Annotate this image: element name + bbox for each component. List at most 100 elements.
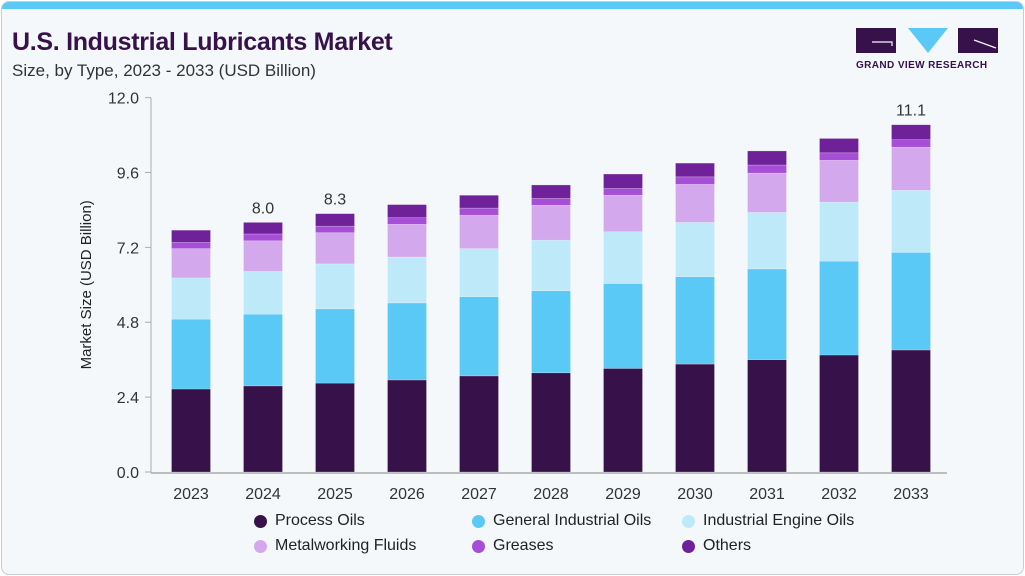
bar-segment-process-oils-2033 <box>891 349 931 473</box>
bar-segment-general-industrial-oils-2023 <box>171 318 211 390</box>
bar-segment-industrial-engine-oils-2025 <box>315 263 355 310</box>
legend-item-industrial-engine-oils: Industrial Engine Oils <box>682 512 854 530</box>
bar-segment-metalworking-fluids-2031 <box>747 172 787 213</box>
bar-segment-industrial-engine-oils-2023 <box>171 277 211 320</box>
bar-segment-greases-2026 <box>387 217 427 225</box>
y-tick-label: 2.4 <box>117 390 139 407</box>
x-tick-label: 2027 <box>461 486 497 503</box>
x-tick-label: 2031 <box>749 486 785 503</box>
bar-segment-metalworking-fluids-2023 <box>171 248 211 279</box>
bar-segment-industrial-engine-oils-2028 <box>531 239 571 292</box>
bar-segment-general-industrial-oils-2032 <box>819 260 859 356</box>
legend-swatch <box>254 514 267 528</box>
bar-segment-industrial-engine-oils-2024 <box>243 271 283 315</box>
bar-segment-process-oils-2029 <box>603 368 643 473</box>
y-tick-label: 7.2 <box>117 240 139 257</box>
bar-segment-others-2026 <box>387 204 427 219</box>
legend-item-process-oils: Process Oils <box>254 512 365 530</box>
legend-label: General Industrial Oils <box>493 512 652 529</box>
bar-segment-metalworking-fluids-2024 <box>243 240 283 272</box>
bar-segment-industrial-engine-oils-2030 <box>675 222 715 277</box>
data-label: 8.3 <box>324 192 346 209</box>
bar-segment-others-2031 <box>747 150 787 166</box>
bar-segment-industrial-engine-oils-2026 <box>387 256 427 304</box>
bar-segment-metalworking-fluids-2028 <box>531 204 571 241</box>
bar-segment-general-industrial-oils-2028 <box>531 290 571 374</box>
bar-segment-general-industrial-oils-2027 <box>459 296 499 377</box>
bar-segment-greases-2023 <box>171 242 211 249</box>
data-label: 11.1 <box>896 103 926 120</box>
bar-segment-others-2032 <box>819 138 859 154</box>
bar-segment-process-oils-2027 <box>459 375 499 473</box>
bar-segment-others-2028 <box>531 184 571 199</box>
bar-segment-general-industrial-oils-2026 <box>387 302 427 381</box>
bar-segment-metalworking-fluids-2030 <box>675 184 715 223</box>
accent-stripe <box>2 2 1023 9</box>
bar-segment-greases-2032 <box>819 152 859 161</box>
x-tick-label: 2025 <box>317 486 353 503</box>
bar-segment-general-industrial-oils-2030 <box>675 276 715 365</box>
chart-subtitle: Size, by Type, 2023 - 2033 (USD Billion) <box>12 61 316 80</box>
bar-segment-metalworking-fluids-2029 <box>603 194 643 233</box>
bar-segment-general-industrial-oils-2033 <box>891 252 931 351</box>
legend-swatch <box>472 514 485 528</box>
bar-segment-general-industrial-oils-2024 <box>243 313 283 387</box>
y-tick-label: 0.0 <box>117 465 139 482</box>
bar-segment-metalworking-fluids-2025 <box>315 232 355 265</box>
bar-segment-greases-2028 <box>531 198 571 206</box>
legend-label: Others <box>703 537 752 554</box>
bar-segment-others-2023 <box>171 229 211 243</box>
bar-segment-process-oils-2028 <box>531 372 571 473</box>
x-tick-label: 2026 <box>389 486 425 503</box>
bar-segment-process-oils-2025 <box>315 382 355 473</box>
bar-segment-metalworking-fluids-2032 <box>819 160 859 203</box>
legend-swatch <box>472 539 485 553</box>
y-tick-label: 9.6 <box>117 165 139 182</box>
legend-label: Industrial Engine Oils <box>703 512 855 529</box>
grand-view-research-logo <box>856 28 998 53</box>
legend-label: Metalworking Fluids <box>275 537 417 554</box>
x-tick-label: 2033 <box>893 486 929 503</box>
y-tick-label: 12.0 <box>108 91 139 108</box>
bar-segment-general-industrial-oils-2029 <box>603 283 643 369</box>
bar-segment-process-oils-2030 <box>675 363 715 473</box>
x-tick-label: 2029 <box>605 486 641 503</box>
bar-segment-others-2025 <box>315 213 355 227</box>
legend-swatch <box>254 539 267 553</box>
bar-segment-industrial-engine-oils-2027 <box>459 248 499 297</box>
bar-segment-process-oils-2026 <box>387 379 427 473</box>
bar-segment-process-oils-2024 <box>243 385 283 473</box>
bar-segment-others-2033 <box>891 124 931 141</box>
data-label: 8.0 <box>252 200 274 217</box>
bar-segment-greases-2029 <box>603 188 643 196</box>
x-tick-label: 2024 <box>245 486 281 503</box>
chart-title: U.S. Industrial Lubricants Market <box>12 28 393 56</box>
bar-segment-others-2024 <box>243 222 283 235</box>
legend-swatch <box>682 514 695 528</box>
bar-segment-metalworking-fluids-2026 <box>387 223 427 258</box>
bar-segment-greases-2024 <box>243 233 283 242</box>
bar-segment-metalworking-fluids-2027 <box>459 214 499 249</box>
bar-segment-others-2027 <box>459 194 499 209</box>
bar-segment-process-oils-2032 <box>819 354 859 473</box>
x-tick-label: 2028 <box>533 486 569 503</box>
legend-swatch <box>682 539 695 553</box>
x-tick-label: 2030 <box>677 486 713 503</box>
bar-segment-greases-2027 <box>459 207 499 216</box>
bar-segment-others-2030 <box>675 162 715 178</box>
bar-segment-metalworking-fluids-2033 <box>891 146 931 191</box>
bar-segment-general-industrial-oils-2025 <box>315 308 355 384</box>
bar-segment-industrial-engine-oils-2033 <box>891 189 931 253</box>
legend-label: Process Oils <box>275 512 365 529</box>
bar-segment-process-oils-2031 <box>747 359 787 473</box>
bar-segment-greases-2033 <box>891 139 931 148</box>
legend-label: Greases <box>493 537 554 554</box>
bar-segment-greases-2030 <box>675 176 715 185</box>
bar-segment-process-oils-2023 <box>171 388 211 473</box>
bar-segment-industrial-engine-oils-2031 <box>747 212 787 270</box>
bar-segment-others-2029 <box>603 173 643 189</box>
bar-segment-general-industrial-oils-2031 <box>747 268 787 360</box>
legend-item-general-industrial-oils: General Industrial Oils <box>472 512 651 530</box>
